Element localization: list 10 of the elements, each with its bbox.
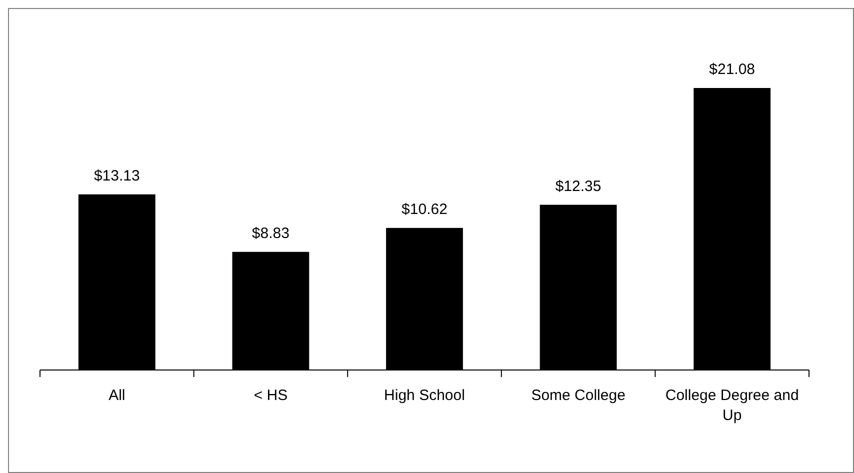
data-label: $12.35 <box>555 178 602 195</box>
x-tick-label: All <box>108 387 126 404</box>
data-label: $21.08 <box>709 61 756 78</box>
x-tick-label: High School <box>384 387 465 404</box>
data-label: $8.83 <box>252 224 290 242</box>
x-tick-label: College Degree and Up <box>665 387 799 424</box>
x-tick-label: Some College <box>531 387 626 404</box>
x-tick-label: < HS <box>254 387 288 404</box>
data-label: $13.13 <box>94 167 140 184</box>
data-label: $10.62 <box>402 200 448 218</box>
